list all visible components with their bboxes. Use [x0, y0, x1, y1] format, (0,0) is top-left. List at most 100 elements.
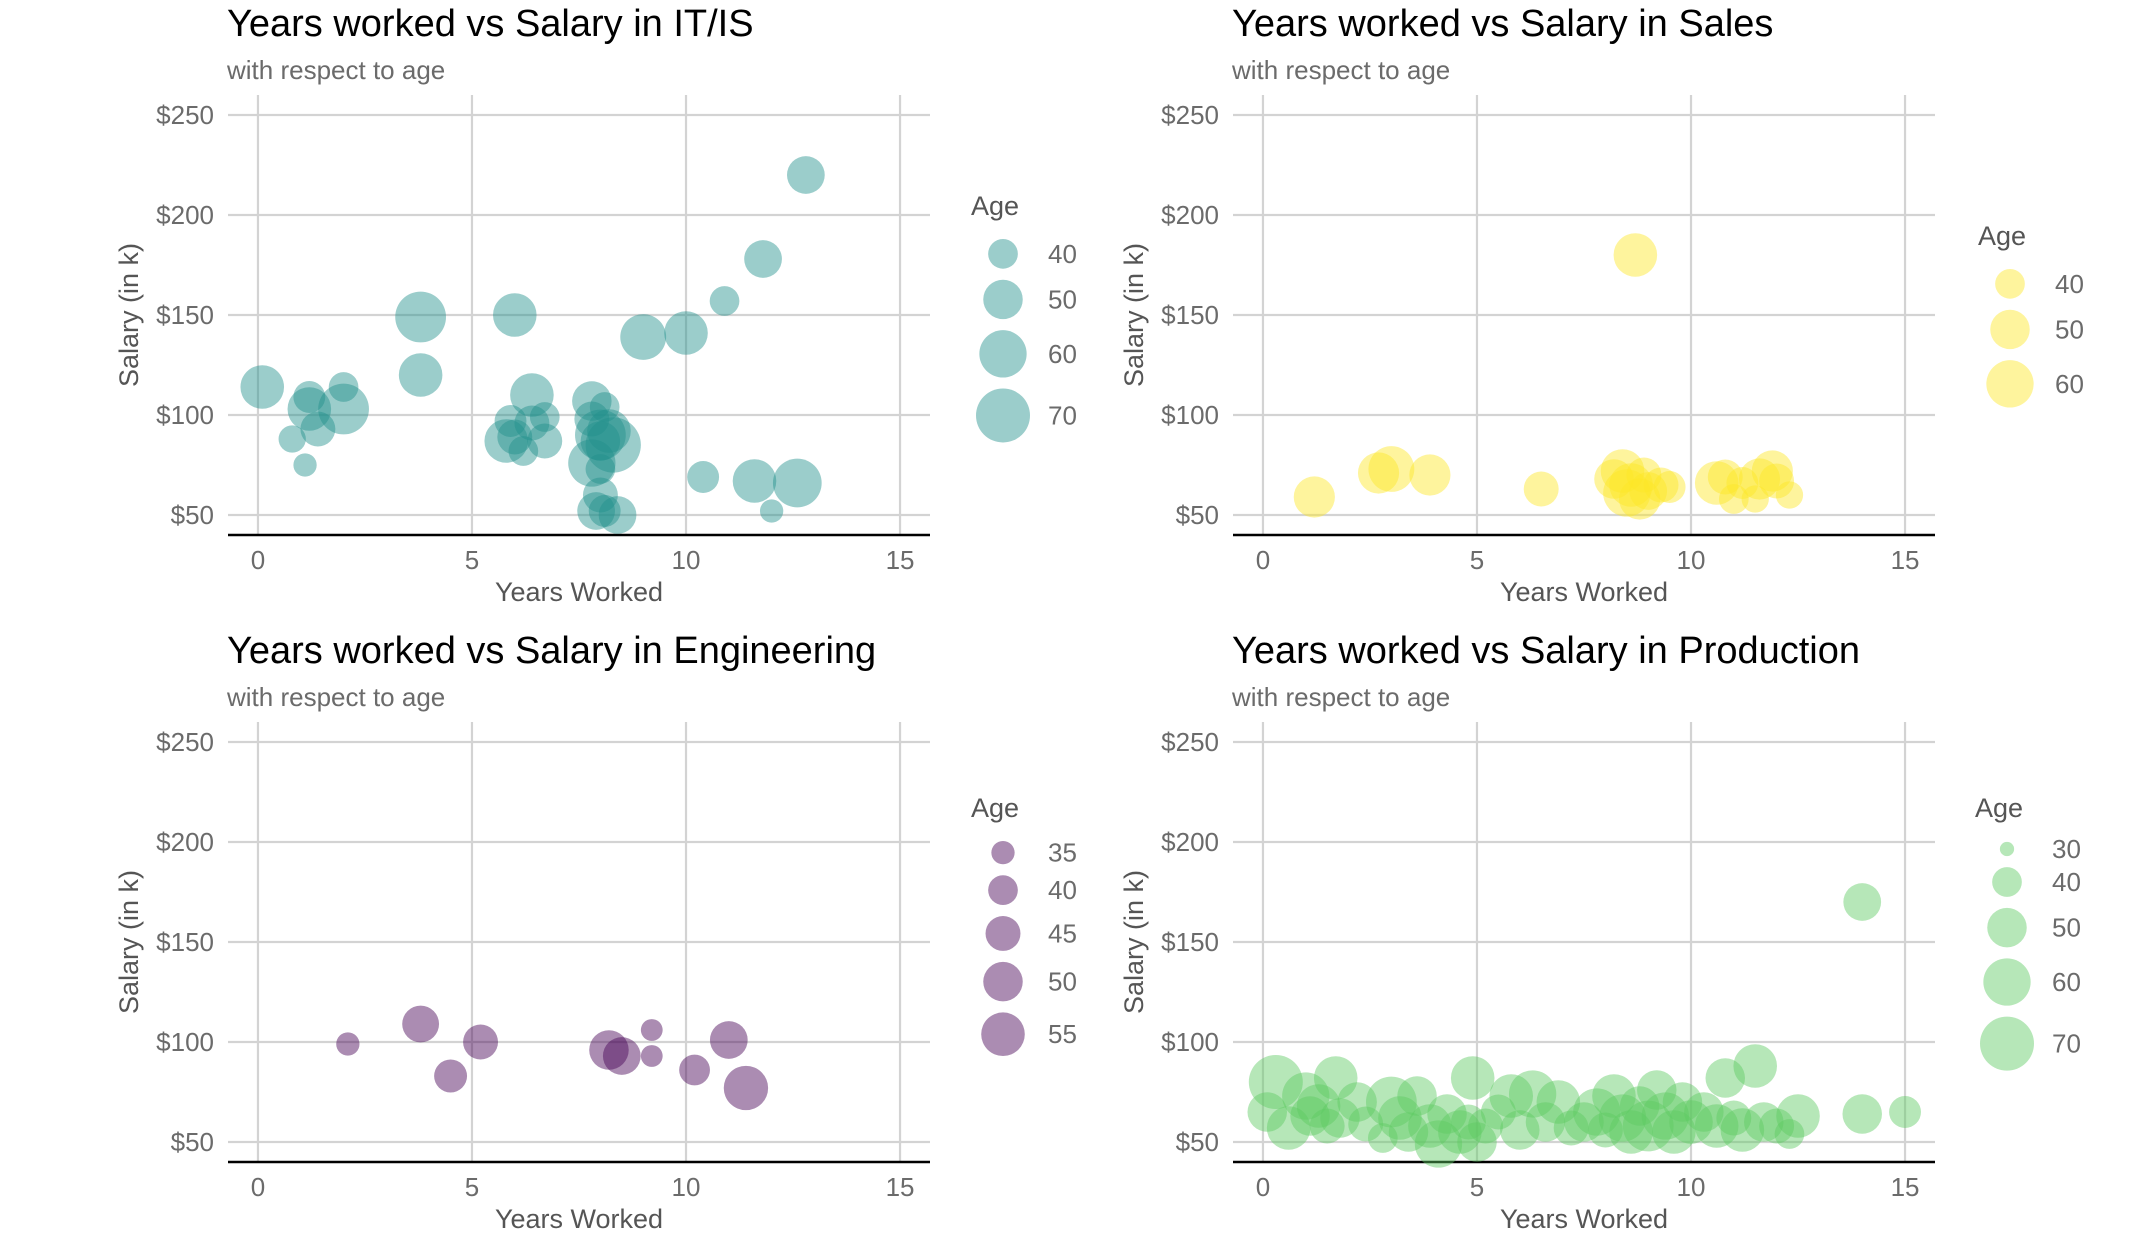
legend-label: 50	[2052, 913, 2081, 943]
legend-label: 50	[1048, 967, 1077, 997]
data-point	[1889, 1096, 1921, 1128]
x-tick-label: 15	[1891, 545, 1920, 575]
data-point	[1320, 1098, 1360, 1138]
data-point	[1348, 1106, 1384, 1142]
size-legend: Age 35 40 45 50 55	[971, 793, 1077, 1056]
data-point	[577, 492, 615, 530]
legend-key	[1990, 309, 2030, 350]
data-point	[1480, 1094, 1516, 1130]
legend-key	[979, 330, 1027, 378]
y-tick-label: $50	[1176, 1127, 1219, 1157]
grid-lines	[1233, 722, 1935, 1162]
data-point	[1720, 1108, 1765, 1152]
data-point	[1500, 1110, 1540, 1150]
data-points	[240, 156, 825, 534]
data-point	[1609, 1110, 1653, 1154]
data-point	[1457, 1122, 1497, 1162]
data-point	[1525, 1102, 1566, 1142]
data-point	[1587, 1112, 1623, 1148]
data-point	[640, 1045, 663, 1067]
data-point	[293, 453, 317, 477]
data-point	[1248, 1055, 1303, 1109]
data-point	[1368, 446, 1415, 492]
data-point	[1637, 1070, 1677, 1110]
data-point	[1388, 1112, 1429, 1152]
data-point	[1290, 1096, 1330, 1136]
data-point	[1468, 1108, 1504, 1144]
y-tick-label: $200	[1161, 827, 1219, 857]
data-point	[1536, 1080, 1581, 1124]
data-point	[1397, 1076, 1437, 1116]
data-point	[508, 436, 539, 466]
x-tick-label: 0	[1256, 545, 1270, 575]
chart-title: Years worked vs Salary in IT/IS	[227, 3, 754, 45]
data-point	[1594, 459, 1634, 499]
legend-key	[991, 841, 1015, 865]
data-point	[300, 411, 336, 447]
data-point	[589, 392, 620, 422]
data-point	[1619, 478, 1661, 520]
data-point	[568, 439, 616, 487]
data-point	[574, 401, 610, 437]
y-tick-label: $50	[1176, 500, 1219, 530]
data-point	[1776, 1094, 1820, 1138]
data-points	[336, 1005, 769, 1111]
data-point	[1652, 1110, 1696, 1154]
data-point	[1775, 481, 1804, 509]
data-point	[1759, 1108, 1795, 1144]
y-tick-label: $100	[1161, 400, 1219, 430]
data-point	[1282, 1072, 1330, 1120]
data-point	[1744, 1102, 1784, 1142]
data-point	[1573, 1088, 1621, 1136]
data-point	[620, 314, 667, 360]
legend-label: 40	[2052, 867, 2081, 897]
legend-label: 30	[2052, 834, 2081, 864]
legend-key	[983, 279, 1023, 320]
data-point	[759, 499, 784, 523]
y-tick-label: $250	[156, 100, 214, 130]
data-point	[1774, 1119, 1805, 1149]
y-axis-label: Salary (in k)	[1119, 243, 1149, 387]
legend-key	[985, 915, 1021, 951]
data-point	[1408, 1104, 1452, 1148]
data-point	[1603, 469, 1651, 517]
legend-label: 50	[2055, 314, 2084, 344]
data-point	[1751, 450, 1793, 492]
data-point	[529, 402, 560, 432]
data-point	[1365, 1076, 1417, 1128]
legend-key	[1995, 269, 2025, 299]
data-point	[1843, 883, 1882, 921]
data-point	[1759, 463, 1795, 499]
legend-key	[988, 875, 1018, 905]
data-point	[398, 353, 443, 397]
data-point	[585, 454, 616, 484]
legend-key	[983, 961, 1023, 1002]
y-tick-label: $150	[156, 927, 214, 957]
legend-label: 60	[1048, 339, 1077, 369]
data-point	[293, 381, 326, 413]
data-point	[589, 1030, 629, 1070]
data-point	[1564, 1102, 1604, 1142]
data-point	[1367, 1123, 1398, 1153]
data-point	[1662, 1082, 1703, 1122]
data-point	[1842, 1094, 1882, 1134]
data-point	[640, 1019, 663, 1041]
y-tick-label: $100	[156, 1027, 214, 1057]
legend-label: 35	[1048, 838, 1077, 868]
data-point	[723, 1065, 769, 1111]
y-tick-label: $200	[156, 200, 214, 230]
data-point	[1427, 1094, 1467, 1134]
data-point	[463, 1024, 499, 1060]
chart-subtitle: with respect to age	[1231, 55, 1450, 85]
data-point	[1337, 1082, 1377, 1122]
data-point	[336, 1032, 360, 1056]
legend-label: 55	[1048, 1019, 1077, 1049]
x-tick-label: 15	[886, 545, 915, 575]
chart-subtitle: with respect to age	[226, 55, 445, 85]
chart-title: Years worked vs Salary in Production	[1232, 630, 1860, 672]
data-points	[1293, 233, 1804, 520]
chart-panel-1: Years worked vs Salary in IT/IS with resp…	[114, 3, 1077, 607]
grid-lines	[228, 722, 930, 1162]
data-point	[587, 409, 631, 453]
